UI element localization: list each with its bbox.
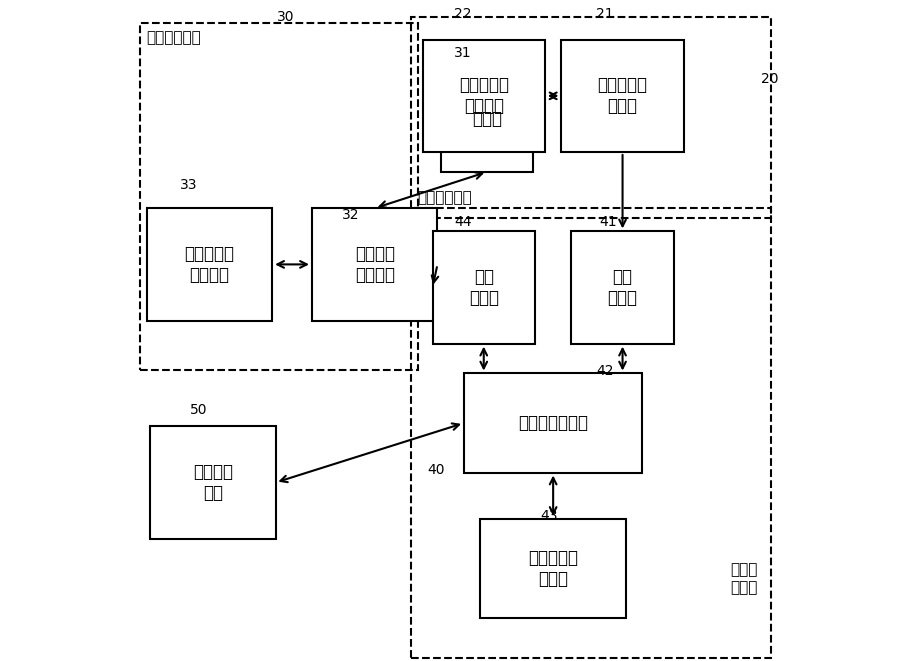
Text: 二次液
冷环路: 二次液 冷环路 [731,563,758,595]
Text: 32: 32 [341,208,360,222]
FancyBboxPatch shape [432,231,535,344]
FancyBboxPatch shape [146,208,272,321]
Text: 线圈液冷环路: 线圈液冷环路 [418,190,472,205]
Text: 31: 31 [454,46,471,60]
Text: 风冷换能
装置: 风冷换能 装置 [192,463,232,502]
FancyBboxPatch shape [561,40,684,152]
FancyBboxPatch shape [480,519,626,618]
Text: 42: 42 [597,364,614,377]
Text: 22: 22 [454,7,471,20]
Text: 40: 40 [428,463,445,477]
Text: 线圈液循环
驱动装置: 线圈液循环 驱动装置 [459,77,508,115]
Text: 第二
换能器: 第二 换能器 [469,268,498,307]
Text: 第一
换能器: 第一 换能器 [607,268,637,307]
Text: 线圈冷却循
环管路: 线圈冷却循 环管路 [597,77,647,115]
Text: 20: 20 [762,72,779,87]
Text: 30: 30 [277,10,294,24]
Text: 液体循环驱
动装置: 液体循环驱 动装置 [528,549,578,588]
FancyBboxPatch shape [440,66,533,172]
Text: 50: 50 [190,403,207,417]
FancyBboxPatch shape [464,373,642,473]
FancyBboxPatch shape [311,208,438,321]
FancyBboxPatch shape [150,426,275,539]
Text: 液体循环主管路: 液体循环主管路 [518,414,588,432]
Text: 41: 41 [599,215,617,229]
Text: 导热器: 导热器 [472,110,502,128]
Text: 主机液冷环路: 主机液冷环路 [146,30,202,45]
Text: 44: 44 [454,215,471,229]
Text: 线圈液循环
驱动装置: 线圈液循环 驱动装置 [184,245,234,284]
Text: 主机冷却
循环管路: 主机冷却 循环管路 [355,245,395,284]
Text: 33: 33 [180,178,197,192]
Text: 43: 43 [540,509,558,523]
Text: 21: 21 [597,7,614,20]
FancyBboxPatch shape [571,231,674,344]
FancyBboxPatch shape [422,40,545,152]
